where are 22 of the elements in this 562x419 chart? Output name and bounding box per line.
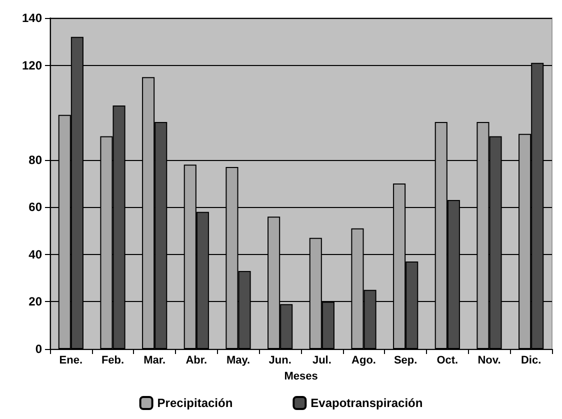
x-tick-label: Mar. xyxy=(144,354,166,366)
x-tick-label: Feb. xyxy=(101,354,124,366)
x-tick-label: Nov. xyxy=(478,354,501,366)
y-tick-label: 80 xyxy=(28,152,42,167)
y-tick-label: 40 xyxy=(28,247,42,262)
y-tick-label: 60 xyxy=(28,200,42,214)
y-tick-label: 140 xyxy=(22,11,42,25)
y-tick-label: 20 xyxy=(28,294,42,309)
y-tick-label: 120 xyxy=(22,58,42,72)
x-tick-label: Dic. xyxy=(520,354,542,366)
x-tick-label: Oct. xyxy=(436,354,458,366)
x-tick-label: Abr. xyxy=(186,354,208,366)
legend-label: Evapotranspiración xyxy=(310,396,423,410)
x-axis-title: Meses xyxy=(284,370,318,382)
x-tick-label: Ene. xyxy=(59,354,83,366)
legend-label: Precipitación xyxy=(157,396,233,410)
x-tick-label: Ago. xyxy=(352,354,376,366)
x-tick-label: Jul. xyxy=(312,354,332,366)
x-tick-label: Jun. xyxy=(268,354,292,366)
x-tick-label: May. xyxy=(226,354,250,366)
x-tick-label: Sep. xyxy=(394,354,418,366)
y-tick-label: 0 xyxy=(35,342,42,356)
